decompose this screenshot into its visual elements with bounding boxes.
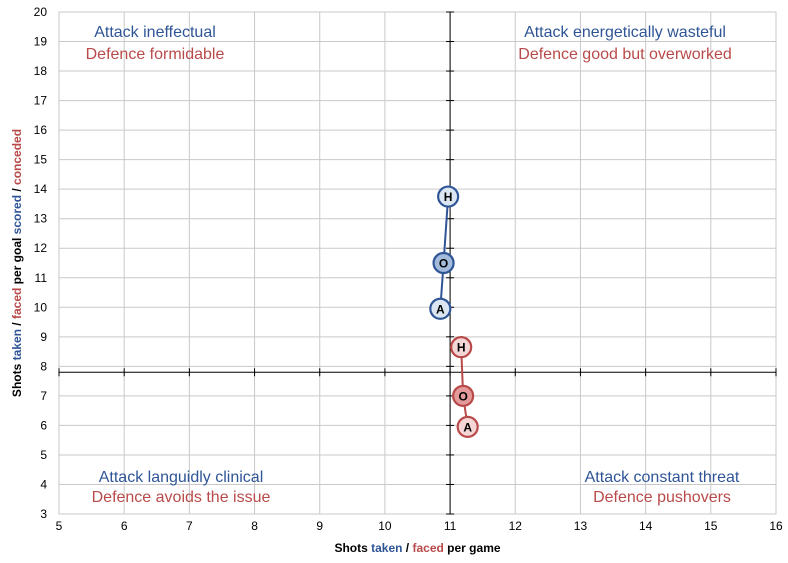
x-axis-title-part: Shots [334,541,371,555]
x-tick-label: 12 [509,519,523,533]
x-tick-label: 16 [769,519,783,533]
quadrant-bottom-left-attack-label: Attack languidly clinical [99,469,264,486]
x-axis-title: Shots taken / faced per game [334,541,500,555]
quadrant-bottom-right-defence-label: Defence pushovers [593,489,731,506]
y-tick-label: 6 [40,418,47,432]
quadrant-top-left-attack-label: Attack ineffectual [94,24,216,41]
attack-point-label: O [439,257,448,271]
y-tick-label: 20 [34,5,48,19]
y-tick-label: 13 [34,212,48,226]
y-tick-label: 7 [40,389,47,403]
y-tick-label: 14 [34,182,48,196]
attack-point-label: A [436,302,445,316]
y-axis-title-part: / [10,185,24,195]
y-tick-label: 11 [35,271,48,285]
attack-point-label: H [444,190,453,204]
x-axis-title-part: per game [444,541,501,555]
y-axis-title-part: per goal [10,234,24,287]
y-tick-label: 17 [34,94,48,108]
y-tick-label: 4 [40,477,47,491]
x-tick-label: 10 [378,519,392,533]
y-axis-title-part: / [10,319,24,329]
quadrant-top-right-defence-label: Defence good but overworked [518,46,731,63]
quadrant-top-right-attack-label: Attack energetically wasteful [524,24,726,41]
x-tick-label: 15 [704,519,718,533]
y-axis-title: Shots taken / faced per goal scored / co… [10,129,24,397]
y-tick-label: 12 [34,241,48,255]
y-tick-label: 8 [40,359,47,373]
attack-point-marker [437,185,460,208]
y-tick-label: 18 [34,64,48,78]
plot-border [58,11,777,515]
y-tick-label: 10 [34,300,48,314]
y-tick-label: 19 [34,35,48,49]
x-tick-label: 6 [121,519,128,533]
y-axis-title-part: taken [10,329,24,360]
defence-point-label: A [463,420,472,434]
x-tick-label: 8 [251,519,258,533]
y-tick-label: 16 [34,123,48,137]
quadrant-bottom-right-attack-label: Attack constant threat [585,469,740,486]
y-tick-label: 9 [40,330,47,344]
defence-point-marker [456,415,479,438]
y-axis-title-part: faced [10,288,24,319]
x-tick-label: 14 [639,519,653,533]
y-axis-title-part: scored [10,195,24,234]
x-tick-label: 11 [444,519,457,533]
y-tick-label: 3 [40,507,47,521]
axes: 5 6 7 8 9 10 11 12 13 14 15 16 3 4 5 6 7 8 9 10 11 12 13 14 15 16… [34,5,783,533]
y-tick-label: 15 [34,153,48,167]
attack-point-marker [429,297,452,320]
y-tick-label: 5 [40,448,47,462]
y-axis-title-part: Shots [10,360,24,397]
defence-point-label: O [458,389,467,403]
x-tick-label: 13 [574,519,588,533]
gridlines [58,11,777,515]
quadrant-top-left-defence-label: Defence formidable [86,46,225,63]
defence-point-marker [450,336,473,359]
x-axis-title-part: / [402,541,412,555]
defence-point-label: H [457,341,466,355]
x-axis-title-part: taken [371,541,402,555]
x-axis-title-part: faced [412,541,443,555]
x-tick-label: 7 [186,519,193,533]
y-axis-title-part: conceded [10,129,24,185]
data-series: H O A H O A [429,185,479,438]
x-tick-label: 5 [56,519,63,533]
defence-point-marker [452,384,475,407]
quadrant-bottom-left-defence-label: Defence avoids the issue [92,489,271,506]
x-tick-label: 9 [316,519,323,533]
quadrant-labels: Attack ineffectual Defence formidable Atta… [86,24,740,506]
attack-point-marker [432,251,455,275]
